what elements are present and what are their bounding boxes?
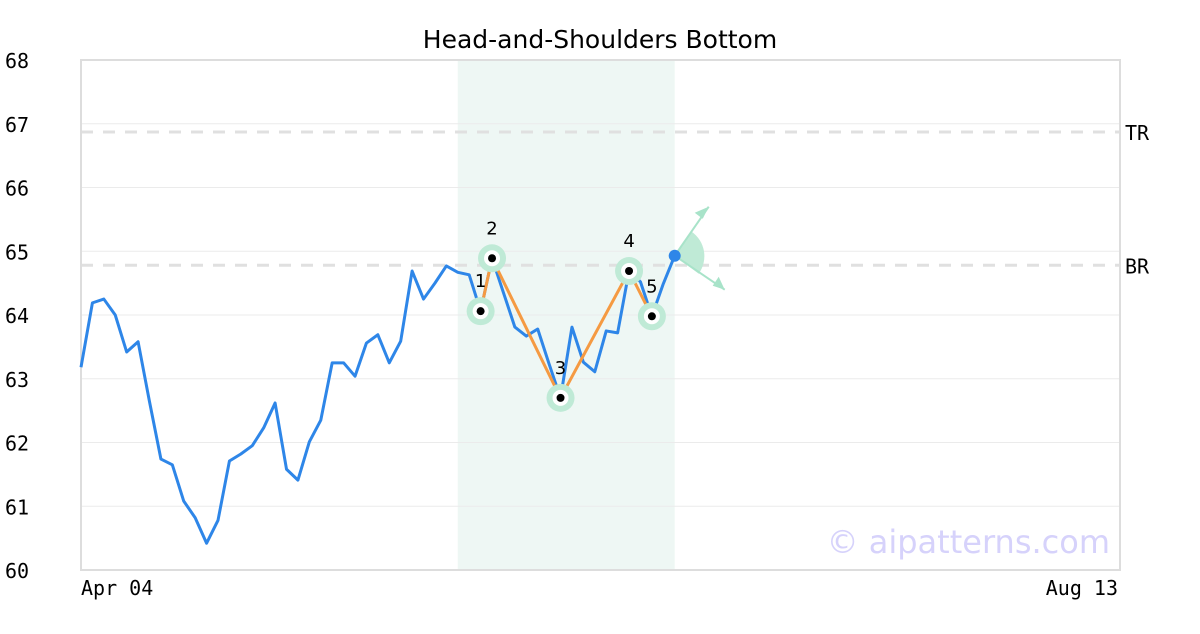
pattern-point [488,254,497,263]
pattern-point-label: 3 [555,358,566,379]
y-tick-label: 63 [5,368,29,392]
arrow-head-icon [712,276,725,290]
y-tick-label: 62 [5,432,29,456]
pattern-point-label: 5 [646,276,657,297]
breakout-angle-wedge [674,231,705,274]
y-tick-label: 68 [5,49,29,73]
arrow-head-icon [694,206,709,219]
y-tick-label: 65 [5,240,29,264]
pattern-point [476,307,485,316]
watermark: © aipatterns.com [827,523,1110,561]
pattern-point-label: 4 [623,231,634,252]
y-tick-label: 67 [5,113,29,137]
breakout-point [668,249,681,262]
pattern-point [556,393,565,402]
level-label: TR [1125,121,1150,145]
price-line [79,255,677,545]
y-tick-label: 61 [5,495,29,519]
level-label: BR [1125,254,1150,278]
chart-title: Head-and-Shoulders Bottom [423,25,777,54]
x-tick-label: Aug 13 [1046,576,1118,600]
plot-frame [80,59,1121,571]
pattern-point-label: 1 [475,271,486,292]
pattern-point [625,267,634,276]
pattern-point [647,312,656,321]
y-tick-label: 66 [5,177,29,201]
y-tick-label: 64 [5,304,29,328]
pattern-point-label: 2 [486,218,497,239]
y-tick-label: 60 [5,559,29,583]
x-tick-label: Apr 04 [81,576,153,600]
